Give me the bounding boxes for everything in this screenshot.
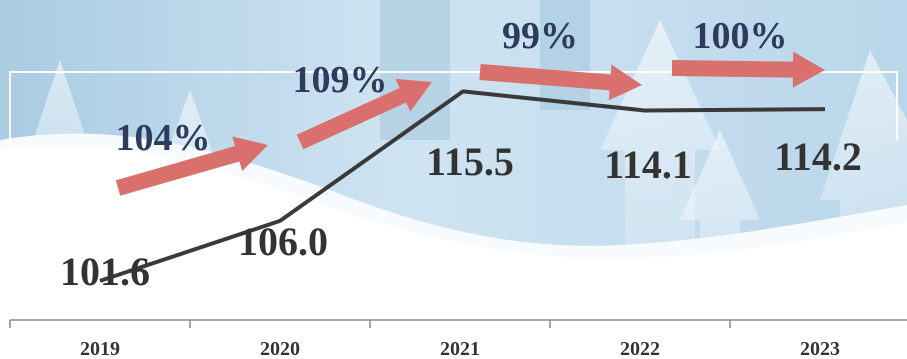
growth-arrow xyxy=(296,78,432,150)
x-tick-label: 2019 xyxy=(80,338,120,359)
value-label: 101.6 xyxy=(60,249,150,294)
growth-label: 100% xyxy=(693,15,788,57)
value-label: 106.0 xyxy=(238,219,328,264)
x-tick-label: 2022 xyxy=(620,338,660,359)
growth-arrow xyxy=(671,51,825,88)
growth-label: 104% xyxy=(116,117,211,159)
x-tick-label: 2023 xyxy=(800,338,840,359)
series-line xyxy=(99,89,826,283)
growth-arrow xyxy=(479,64,642,101)
value-label: 114.1 xyxy=(604,142,692,187)
growth-label: 109% xyxy=(293,59,388,101)
x-tick-label: 2021 xyxy=(440,338,480,359)
x-tick-label: 2020 xyxy=(260,338,300,359)
value-labels: 101.6 106.0 115.5 114.1 114.2 xyxy=(60,134,862,294)
x-tick-labels: 2019 2020 2021 2022 2023 xyxy=(80,338,840,359)
growth-arrows xyxy=(115,51,825,196)
x-axis xyxy=(9,319,907,328)
frame-line xyxy=(9,71,898,140)
value-label: 115.5 xyxy=(426,139,514,184)
growth-label: 99% xyxy=(502,15,578,57)
growth-arrow xyxy=(115,136,268,196)
value-label: 114.2 xyxy=(774,134,862,179)
growth-labels: 104% 109% 99% 100% xyxy=(116,15,788,159)
